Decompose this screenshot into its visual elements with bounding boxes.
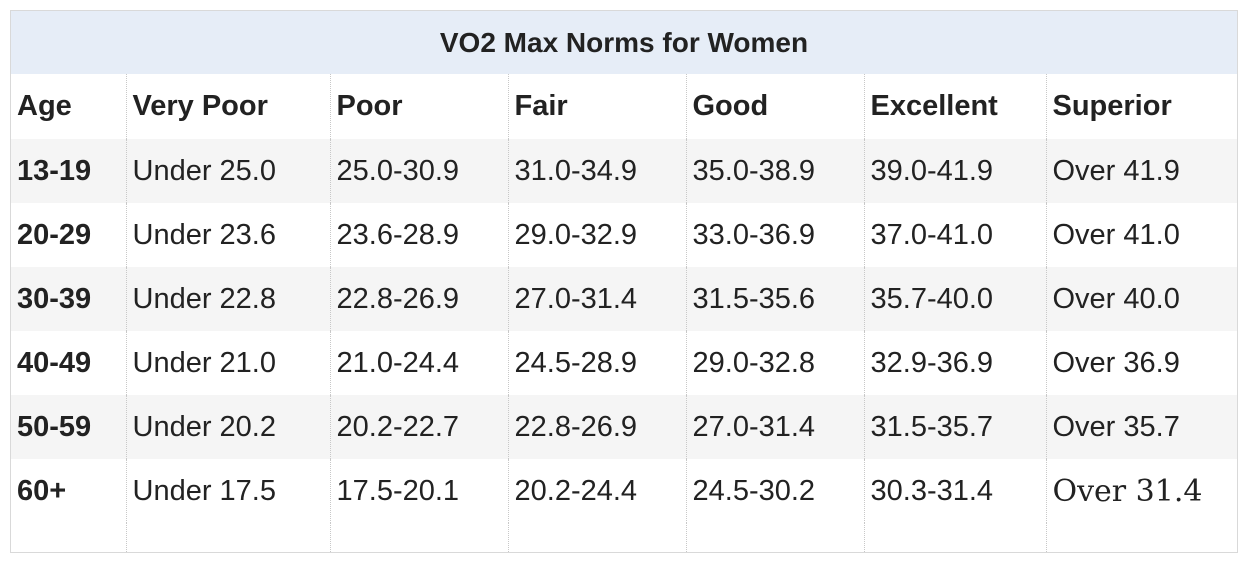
fair-cell: 31.0-34.9 (507, 139, 686, 203)
excellent-cell: 30.3-31.4 (863, 459, 1046, 523)
superior-cell: Over 35.7 (1045, 395, 1237, 459)
table-spacer-row (11, 523, 1237, 552)
very-poor-cell: Under 23.6 (125, 203, 330, 267)
good-cell: 24.5-30.2 (685, 459, 864, 523)
header-excellent: Excellent (863, 74, 1046, 139)
poor-cell: 20.2-22.7 (329, 395, 508, 459)
age-cell: 60+ (17, 474, 67, 507)
excellent-cell: 35.7-40.0 (863, 267, 1046, 331)
spacer-cell (125, 523, 330, 552)
superior-cell: Over 31.4 (1045, 459, 1237, 523)
excellent-cell: 32.9-36.9 (863, 331, 1046, 395)
spacer-cell (685, 523, 864, 552)
poor-cell: 21.0-24.4 (329, 331, 508, 395)
poor-cell: 23.6-28.9 (329, 203, 508, 267)
very-poor-cell: Under 20.2 (125, 395, 330, 459)
poor-cell: 22.8-26.9 (329, 267, 508, 331)
age-cell: 40-49 (17, 346, 92, 379)
table-row: 40-49 Under 21.0 21.0-24.4 24.5-28.9 29.… (11, 331, 1237, 395)
table-row: 20-29 Under 23.6 23.6-28.9 29.0-32.9 33.… (11, 203, 1237, 267)
table-row: 50-59 Under 20.2 20.2-22.7 22.8-26.9 27.… (11, 395, 1237, 459)
fair-cell: 20.2-24.4 (507, 459, 686, 523)
very-poor-cell: Under 17.5 (125, 459, 330, 523)
table-title: VO2 Max Norms for Women (11, 11, 1237, 74)
spacer-cell (1045, 523, 1237, 552)
vo2-table-frame: VO2 Max Norms for Women Age Very Poor Po… (10, 10, 1238, 553)
good-cell: 33.0-36.9 (685, 203, 864, 267)
excellent-cell: 31.5-35.7 (863, 395, 1046, 459)
age-cell: 13-19 (11, 139, 126, 203)
vo2-norms-table: Age Very Poor Poor Fair Good Excellent S… (11, 74, 1237, 552)
superior-cell: Over 40.0 (1045, 267, 1237, 331)
fair-cell: 24.5-28.9 (507, 331, 686, 395)
table-row: 60+ Under 17.5 17.5-20.1 20.2-24.4 24.5-… (11, 459, 1237, 523)
header-good: Good (685, 74, 864, 139)
superior-cell: Over 41.9 (1045, 139, 1237, 203)
header-age: Age (17, 90, 72, 122)
fair-cell: 27.0-31.4 (507, 267, 686, 331)
header-fair: Fair (507, 74, 686, 139)
age-cell: 50-59 (11, 395, 126, 459)
fair-cell: 22.8-26.9 (507, 395, 686, 459)
table-row: 13-19 Under 25.0 25.0-30.9 31.0-34.9 35.… (11, 139, 1237, 203)
excellent-cell: 37.0-41.0 (863, 203, 1046, 267)
good-cell: 29.0-32.8 (685, 331, 864, 395)
good-cell: 31.5-35.6 (685, 267, 864, 331)
very-poor-cell: Under 22.8 (125, 267, 330, 331)
table-row: 30-39 Under 22.8 22.8-26.9 27.0-31.4 31.… (11, 267, 1237, 331)
superior-cell: Over 36.9 (1045, 331, 1237, 395)
very-poor-cell: Under 21.0 (125, 331, 330, 395)
fair-cell: 29.0-32.9 (507, 203, 686, 267)
age-cell: 30-39 (11, 267, 126, 331)
header-row: Age Very Poor Poor Fair Good Excellent S… (11, 74, 1237, 139)
excellent-cell: 39.0-41.9 (863, 139, 1046, 203)
spacer-cell (507, 523, 686, 552)
poor-cell: 17.5-20.1 (329, 459, 508, 523)
superior-cell: Over 41.0 (1045, 203, 1237, 267)
spacer-cell (11, 523, 126, 552)
header-poor: Poor (329, 74, 508, 139)
header-very-poor: Very Poor (125, 74, 330, 139)
good-cell: 35.0-38.9 (685, 139, 864, 203)
poor-cell: 25.0-30.9 (329, 139, 508, 203)
age-cell: 20-29 (17, 218, 92, 251)
very-poor-cell: Under 25.0 (125, 139, 330, 203)
good-cell: 27.0-31.4 (685, 395, 864, 459)
spacer-cell (863, 523, 1046, 552)
header-superior: Superior (1045, 74, 1237, 139)
spacer-cell (329, 523, 508, 552)
